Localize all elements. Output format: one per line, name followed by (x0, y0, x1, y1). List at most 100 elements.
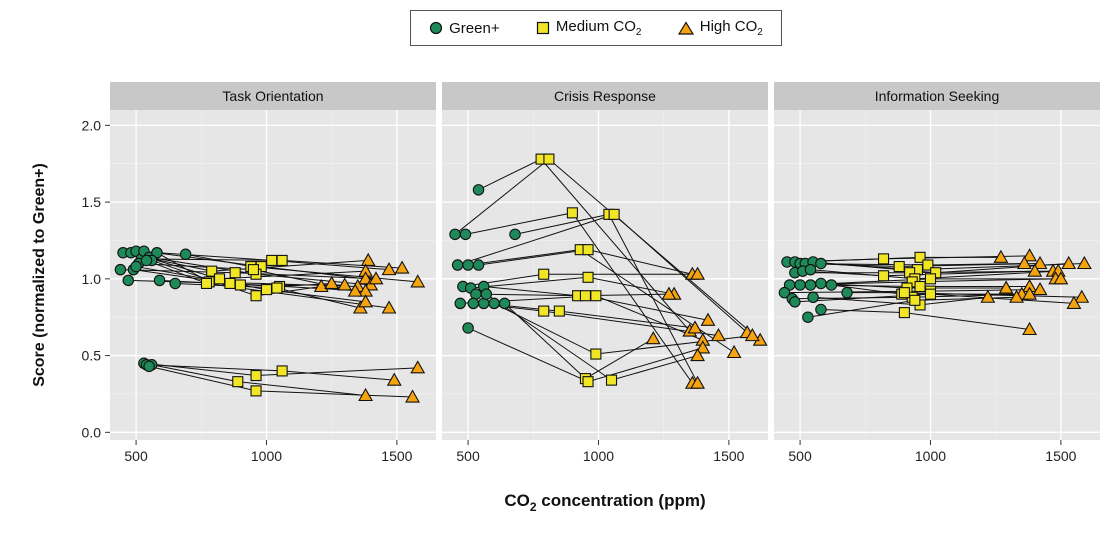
point-green (459, 228, 472, 241)
point-high (661, 286, 677, 300)
point-high (405, 389, 420, 403)
point-medium (543, 153, 555, 165)
point-high (998, 280, 1014, 294)
panel-strip (110, 82, 436, 110)
point-high (410, 360, 426, 374)
x-tick-label: 1000 (583, 448, 614, 464)
point-medium (605, 374, 618, 386)
point-green (488, 297, 500, 310)
point-green (122, 274, 135, 287)
point-medium (590, 290, 602, 302)
point-medium (271, 282, 283, 294)
point-high (1074, 289, 1090, 303)
point-medium (582, 271, 594, 283)
point-medium (250, 385, 262, 397)
point-high (1022, 248, 1038, 262)
point-medium (608, 208, 620, 220)
legend-label: Green+ (449, 19, 500, 37)
point-high (347, 283, 363, 297)
point-high (1022, 321, 1038, 336)
circle-marker-icon (430, 21, 443, 35)
point-medium (260, 284, 273, 296)
point-high (690, 266, 706, 280)
point-high (695, 340, 711, 354)
point-high (687, 320, 703, 334)
point-green (815, 277, 827, 290)
point-medium (877, 253, 890, 265)
point-medium (250, 290, 262, 302)
panel-1: Task Orientation 500 1000 1500 (110, 82, 436, 464)
point-medium (877, 270, 890, 282)
point-medium (914, 280, 926, 293)
point-medium (566, 207, 578, 219)
point-green (454, 297, 467, 310)
point-high (700, 312, 716, 326)
point-high (980, 289, 996, 303)
point-green (480, 288, 493, 300)
point-high (394, 260, 410, 274)
y-tick-label: 1.5 (82, 194, 102, 210)
y-tick-label: 1.0 (82, 271, 102, 287)
point-high (1061, 255, 1077, 270)
point-high (711, 328, 726, 342)
point-high (368, 271, 384, 285)
point-medium (914, 251, 926, 263)
y-tick-label: 0.0 (82, 424, 102, 440)
x-tick-label: 1500 (381, 448, 412, 464)
point-medium (538, 305, 550, 317)
y-tick-label: 2.0 (82, 117, 102, 133)
point-green (789, 296, 801, 308)
point-high (726, 344, 742, 359)
point-green (462, 322, 474, 334)
x-tick-label: 1500 (713, 448, 744, 464)
panel-title: Task Orientation (222, 88, 323, 104)
point-green (815, 303, 827, 316)
legend-item-green: Green+ (429, 19, 500, 37)
point-high (324, 275, 340, 289)
point-medium (213, 273, 226, 285)
x-tick-label: 1000 (251, 448, 282, 464)
point-green (472, 184, 485, 196)
point-high (1016, 255, 1032, 270)
point-green (804, 263, 817, 276)
x-tick-label: 500 (124, 448, 148, 464)
panel-3: Information Seeking 500 1000 1500 (774, 82, 1100, 464)
point-green (815, 257, 827, 270)
point-medium (247, 264, 259, 276)
point-green (472, 259, 485, 271)
y-tick-label: 0.5 (82, 348, 102, 364)
point-green (462, 259, 474, 271)
point-high (1053, 271, 1069, 285)
point-high (1032, 255, 1048, 270)
x-tick-label: 1500 (1045, 448, 1076, 464)
x-tick-label: 500 (456, 448, 480, 464)
point-green (451, 259, 464, 271)
point-high (1027, 263, 1043, 277)
point-medium (582, 376, 594, 388)
plot-background (442, 110, 768, 440)
point-high (1076, 255, 1092, 270)
point-medium (200, 277, 213, 289)
y-axis-label: Score (normalized to Green+) (31, 163, 48, 387)
x-tick-label: 500 (788, 448, 812, 464)
panel-2: Crisis Response 500 1000 1500 (442, 82, 768, 464)
point-high (337, 277, 353, 291)
point-green (114, 263, 127, 276)
point-green (179, 248, 192, 261)
legend: Green+ Medium CO2 High CO2 (410, 10, 782, 46)
point-green (153, 274, 166, 287)
point-green (143, 360, 155, 373)
point-green (169, 277, 181, 290)
markers (114, 245, 426, 403)
point-green (807, 291, 819, 304)
point-high (744, 328, 760, 342)
panel-strip (442, 82, 768, 110)
point-medium (553, 305, 565, 317)
point-medium (898, 287, 910, 299)
point-high (410, 274, 426, 288)
point-green (509, 228, 521, 241)
point-medium (224, 277, 236, 289)
triangle-marker-icon (677, 21, 694, 35)
point-medium (276, 254, 288, 266)
point-high (381, 262, 397, 276)
